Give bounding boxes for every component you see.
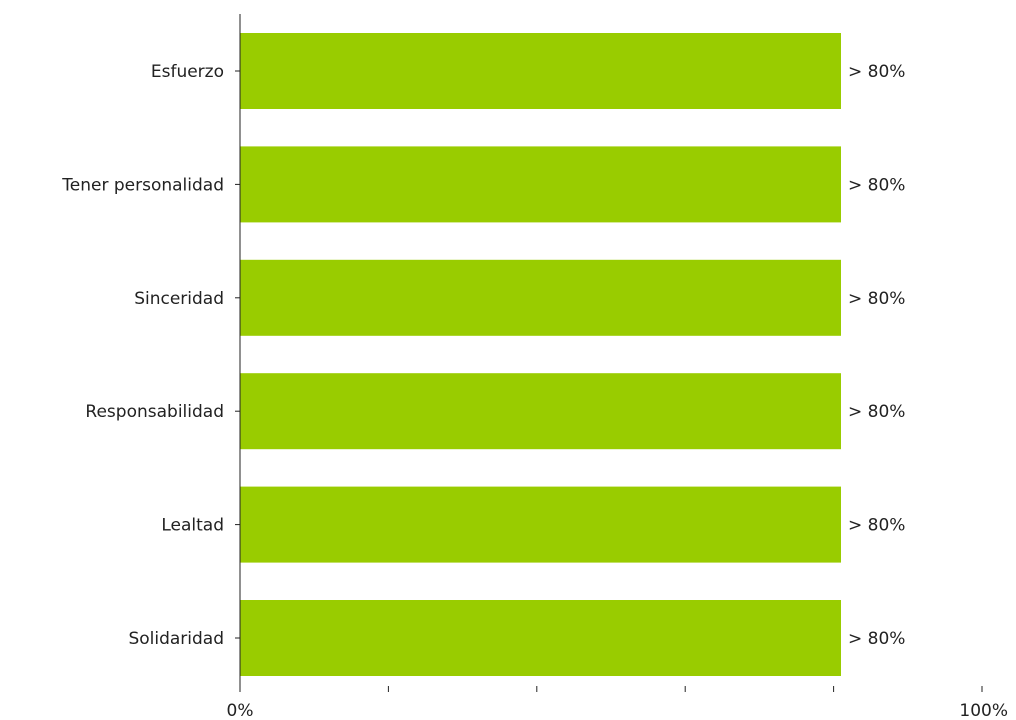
category-label-5: Solidaridad (128, 629, 224, 649)
data-label-4: > 80% (848, 516, 905, 536)
labels-layer: Esfuerzo > 80% Tener personalidad > 80% Sinc… (61, 62, 905, 649)
data-label-3: > 80% (848, 402, 905, 422)
category-label-1: Tener personalidad (61, 175, 224, 195)
bar-3 (240, 373, 841, 450)
data-label-1: > 80% (848, 175, 905, 195)
bars-layer (240, 33, 841, 676)
x-tick-label-start: 0% (227, 701, 254, 720)
data-label-5: > 80% (848, 629, 905, 649)
data-label-0: > 80% (848, 62, 905, 82)
bar-4 (240, 486, 841, 563)
category-label-0: Esfuerzo (151, 62, 224, 82)
category-label-3: Responsabilidad (85, 402, 224, 422)
category-label-4: Lealtad (161, 516, 224, 536)
axis-layer: 0% 100% (227, 14, 1008, 720)
bar-2 (240, 259, 841, 336)
x-tick-label-end: 100% (959, 701, 1008, 720)
bar-1 (240, 146, 841, 223)
data-label-2: > 80% (848, 289, 905, 309)
bar-0 (240, 33, 841, 109)
category-label-2: Sinceridad (134, 289, 224, 309)
bar-5 (240, 600, 841, 676)
